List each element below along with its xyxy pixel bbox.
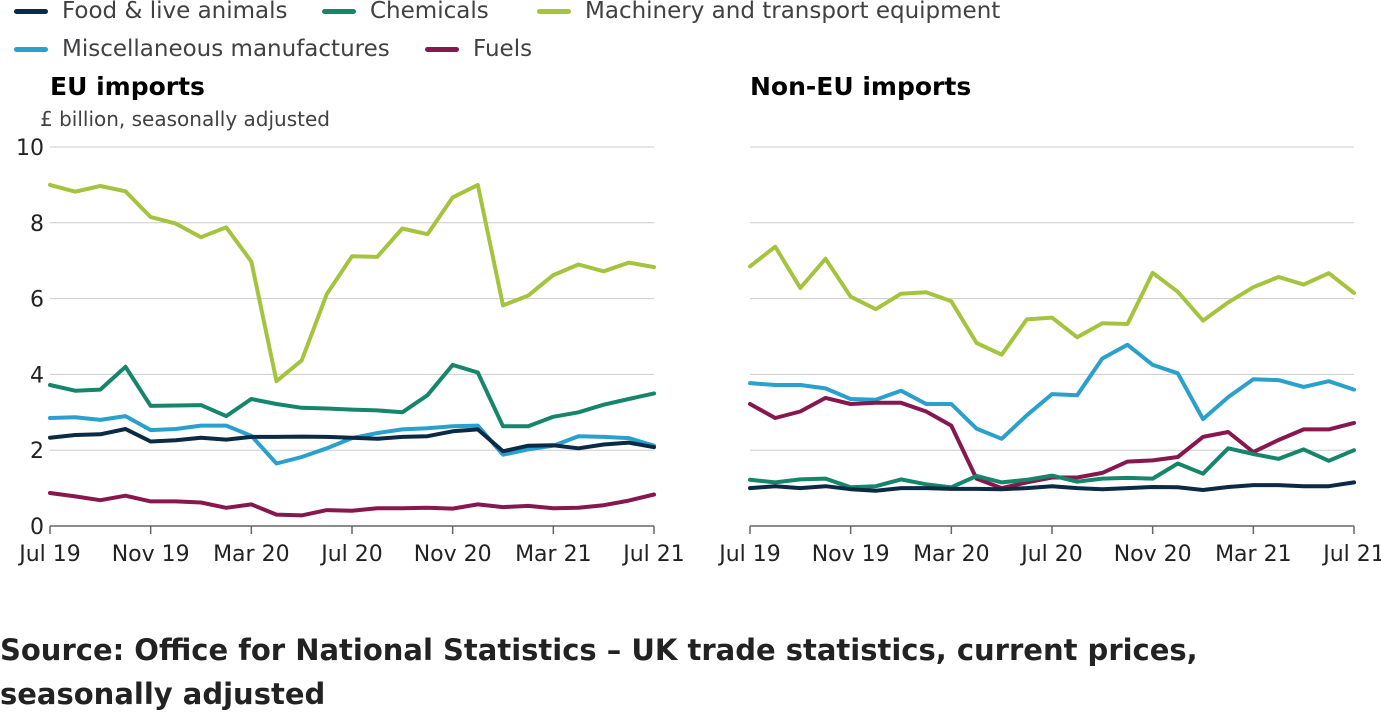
eu-ytick-label: 4	[30, 363, 44, 388]
eu-imports-title: EU imports	[50, 72, 205, 101]
legend-label-misc: Miscellaneous manufactures	[62, 36, 390, 62]
non-eu-xtick-label: Mar 20	[913, 542, 990, 567]
non-eu-xtick-label: Jul 20	[1019, 542, 1083, 567]
eu-line-misc	[48, 414, 656, 466]
non-eu-imports-title: Non-EU imports	[750, 72, 972, 101]
non-eu-line-misc	[748, 342, 1356, 441]
eu-ytick-label: 8	[30, 212, 44, 237]
eu-line-chemicals	[48, 362, 656, 429]
non-eu-xtick-label: Jul 19	[717, 542, 781, 567]
legend-swatch-fuels	[425, 46, 459, 52]
legend-label-chemicals: Chemicals	[370, 0, 489, 24]
legend-item-machinery: Machinery and transport equipment	[537, 0, 1000, 24]
non-eu-xtick-label: Mar 21	[1215, 542, 1292, 567]
eu-xtick-label: Jul 20	[319, 542, 383, 567]
eu-line-food	[48, 427, 656, 454]
non-eu-line-machinery	[748, 244, 1356, 357]
non-eu-xtick-label: Nov 19	[812, 542, 890, 567]
unit-label: £ billion, seasonally adjusted	[40, 107, 330, 131]
legend-label-fuels: Fuels	[473, 36, 533, 62]
non-eu-line-chemicals	[748, 446, 1356, 490]
eu-xtick-label: Jul 19	[17, 542, 81, 567]
eu-ytick-label: 2	[30, 439, 44, 464]
eu-line-fuels	[48, 491, 656, 518]
legend-swatch-chemicals	[322, 8, 356, 14]
charts: 0 2 4 6 8 10 Jul 19 Nov 19 Mar 20 Jul 20 Nov 20 Mar…	[16, 136, 1381, 567]
legend-swatch-machinery	[537, 8, 571, 14]
legend-item-misc: Miscellaneous manufactures	[14, 36, 390, 62]
eu-xtick-label: Nov 19	[112, 542, 190, 567]
legend-item-fuels: Fuels	[425, 36, 532, 62]
eu-xtick-label: Nov 20	[414, 542, 492, 567]
legend-label-food: Food & live animals	[62, 0, 288, 24]
eu-line-machinery	[48, 182, 656, 384]
eu-ytick-label: 0	[30, 515, 44, 540]
eu-xtick-label: Mar 21	[515, 542, 592, 567]
legend-swatch-food	[14, 8, 48, 14]
eu-xtick-label: Jul 21	[621, 542, 685, 567]
non-eu-line-food	[748, 480, 1356, 493]
source-note: Source: Office for National Statistics –…	[0, 633, 1198, 711]
eu-ytick-label: 6	[30, 288, 44, 313]
legend-label-machinery: Machinery and transport equipment	[585, 0, 1001, 24]
legend-swatch-misc	[14, 46, 48, 52]
non-eu-xtick-label: Jul 21	[1321, 542, 1381, 567]
eu-ytick-label: 10	[16, 136, 44, 161]
legend: Food & live animals Chemicals Machinery …	[0, 0, 1381, 70]
legend-item-chemicals: Chemicals	[322, 0, 489, 24]
eu-xtick-label: Mar 20	[213, 542, 290, 567]
non-eu-xtick-label: Nov 20	[1114, 542, 1192, 567]
legend-item-food: Food & live animals	[14, 0, 288, 24]
